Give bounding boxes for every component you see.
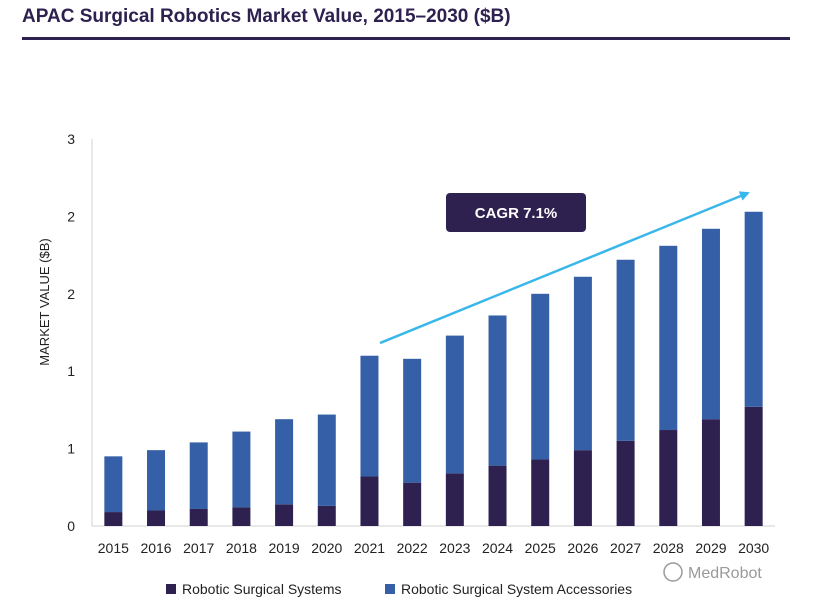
cagr-label: CAGR 7.1% <box>475 205 558 222</box>
x-tick-label: 2025 <box>525 540 556 556</box>
bar-accessories-2019 <box>275 419 294 505</box>
bar-systems-2024 <box>488 465 507 526</box>
bar-systems-2029 <box>701 419 720 526</box>
bar-systems-2023 <box>445 473 464 526</box>
watermark-text: MedRobot <box>688 565 762 582</box>
x-tick-label: 2030 <box>738 540 769 556</box>
watermark: MedRobot <box>663 562 762 582</box>
bar-systems-2026 <box>573 450 592 526</box>
bar-accessories-2027 <box>616 259 635 441</box>
cagr-arrow <box>379 191 750 345</box>
x-tick-label: 2023 <box>439 540 470 556</box>
bar-systems-2028 <box>659 430 678 526</box>
y-tick-label: 0 <box>67 518 75 534</box>
x-tick-label: 2021 <box>354 540 385 556</box>
bar-systems-2025 <box>531 459 550 526</box>
y-axis-label: MARKET VALUE ($B) <box>37 238 52 365</box>
bars <box>104 211 763 526</box>
bar-systems-2027 <box>616 440 635 526</box>
x-tick-label: 2027 <box>610 540 641 556</box>
x-tick-label: 2020 <box>311 540 342 556</box>
x-tick-label: 2028 <box>653 540 684 556</box>
x-tick-label: 2015 <box>98 540 129 556</box>
bar-accessories-2025 <box>531 293 550 460</box>
bar-accessories-2015 <box>104 456 123 513</box>
x-tick-label: 2019 <box>269 540 300 556</box>
bar-accessories-2028 <box>659 245 678 431</box>
bar-accessories-2029 <box>701 228 720 420</box>
x-tick-label: 2024 <box>482 540 513 556</box>
y-tick-label: 2 <box>67 208 75 224</box>
bar-systems-2017 <box>189 508 208 526</box>
bar-accessories-2016 <box>147 450 166 511</box>
wechat-icon <box>663 562 683 582</box>
bar-systems-2030 <box>744 406 763 526</box>
y-tick-label: 1 <box>67 363 75 379</box>
x-tick-labels: 2015 2016 2017 2018 2019 2020 2021 2022 2023 2024… <box>98 540 770 556</box>
y-tick-labels: 0 1 1 2 2 3 <box>67 131 75 534</box>
bar-systems-2018 <box>232 507 251 526</box>
bar-systems-2016 <box>147 510 166 526</box>
chart-title: APAC Surgical Robotics Market Value, 201… <box>22 6 511 27</box>
y-tick-label: 1 <box>67 441 75 457</box>
bar-accessories-2024 <box>488 315 507 466</box>
x-tick-label: 2022 <box>397 540 428 556</box>
title-divider <box>22 37 790 40</box>
x-tick-label: 2018 <box>226 540 257 556</box>
bar-accessories-2026 <box>573 276 592 451</box>
legend-swatch-accessories <box>385 584 395 594</box>
bar-accessories-2021 <box>360 355 379 477</box>
bar-systems-2015 <box>104 512 123 526</box>
y-tick-label: 2 <box>67 286 75 302</box>
x-tick-label: 2026 <box>567 540 598 556</box>
legend-swatch-systems <box>166 584 176 594</box>
bar-accessories-2018 <box>232 431 251 508</box>
bar-accessories-2022 <box>403 358 422 483</box>
y-tick-label: 3 <box>67 131 75 147</box>
bar-accessories-2023 <box>445 335 464 474</box>
x-tick-label: 2017 <box>183 540 214 556</box>
bar-accessories-2017 <box>189 442 208 509</box>
legend: Robotic Surgical Systems Robotic Surgica… <box>166 581 632 597</box>
bar-accessories-2020 <box>317 414 336 506</box>
cagr-annotation: CAGR 7.1% <box>379 191 750 345</box>
bar-systems-2021 <box>360 476 379 526</box>
bar-systems-2020 <box>317 505 336 526</box>
bar-systems-2019 <box>275 504 294 526</box>
bar-systems-2022 <box>403 482 422 526</box>
x-tick-label: 2016 <box>140 540 171 556</box>
cagr-badge <box>446 193 586 232</box>
x-tick-label: 2029 <box>695 540 726 556</box>
legend-label-systems: Robotic Surgical Systems <box>182 581 342 597</box>
bar-accessories-2030 <box>744 211 763 407</box>
legend-label-accessories: Robotic Surgical System Accessories <box>401 581 632 597</box>
